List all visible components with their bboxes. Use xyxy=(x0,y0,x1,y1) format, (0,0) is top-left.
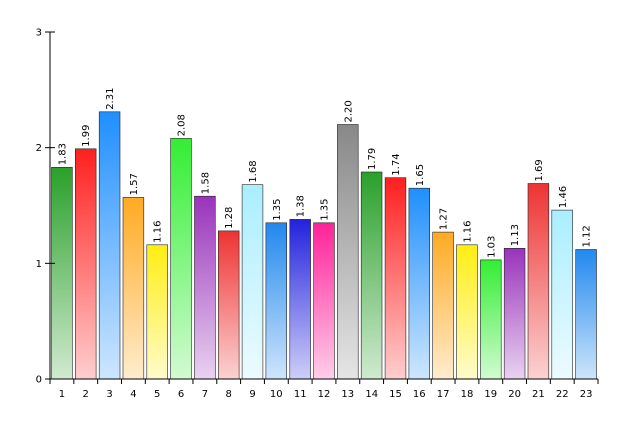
x-tick-label-14: 14 xyxy=(365,389,378,400)
bar-4 xyxy=(122,197,145,380)
data-label-11: 1.38 xyxy=(296,195,307,217)
bar-10 xyxy=(265,222,287,380)
bar-2 xyxy=(75,148,97,380)
bar-6 xyxy=(170,138,192,380)
data-label-2: 1.99 xyxy=(81,125,92,147)
data-labels-layer: 1.83 1.99 2.31 1.57 1.16 2.08 1.58 1.28 1.68 1.35… xyxy=(57,88,592,258)
x-tick-label-10: 10 xyxy=(270,389,283,400)
data-label-23: 1.12 xyxy=(582,225,593,247)
x-tick-label-16: 16 xyxy=(413,389,426,400)
bar-19 xyxy=(480,259,502,380)
bar-17 xyxy=(432,231,454,380)
x-tick-label-22: 22 xyxy=(556,389,569,400)
y-tick-label-0: 0 xyxy=(36,375,42,386)
data-label-6: 2.08 xyxy=(177,114,188,136)
bar-5 xyxy=(146,244,168,380)
data-label-4: 1.57 xyxy=(129,173,140,195)
data-label-3: 2.31 xyxy=(105,88,116,110)
x-tick-label-5: 5 xyxy=(154,389,160,400)
bar-16 xyxy=(408,187,430,380)
data-label-13: 2.20 xyxy=(343,100,354,122)
x-tick-label-13: 13 xyxy=(341,389,354,400)
data-label-1: 1.83 xyxy=(57,143,68,165)
data-label-15: 1.74 xyxy=(391,153,402,175)
x-tick-label-8: 8 xyxy=(226,389,232,400)
bar-23 xyxy=(575,249,597,380)
x-tick-label-3: 3 xyxy=(106,389,112,400)
bars-layer xyxy=(51,111,597,380)
x-tick-label-20: 20 xyxy=(508,389,521,400)
x-tick-label-23: 23 xyxy=(580,389,593,400)
x-tick-label-7: 7 xyxy=(202,389,208,400)
bar-14 xyxy=(360,171,383,380)
data-label-21: 1.69 xyxy=(534,159,545,181)
bar-3 xyxy=(98,111,121,380)
bar-20 xyxy=(503,248,526,380)
x-tick-label-21: 21 xyxy=(532,389,545,400)
x-tick-label-6: 6 xyxy=(178,389,184,400)
x-tick-label-19: 19 xyxy=(484,389,497,400)
data-label-18: 1.16 xyxy=(463,221,474,243)
y-tick-label-3: 3 xyxy=(36,28,42,39)
y-tick-label-1: 1 xyxy=(36,259,42,270)
bar-9 xyxy=(241,184,264,380)
data-label-7: 1.58 xyxy=(200,172,211,194)
data-label-12: 1.35 xyxy=(320,199,331,221)
x-tick-label-11: 11 xyxy=(294,389,307,400)
y-tick-label-2: 2 xyxy=(36,143,42,154)
data-label-8: 1.28 xyxy=(224,207,235,229)
x-tick-label-1: 1 xyxy=(59,389,65,400)
bar-11 xyxy=(289,219,311,380)
bar-18 xyxy=(456,244,478,380)
bar-13 xyxy=(337,124,359,380)
data-label-14: 1.79 xyxy=(367,148,378,170)
data-label-5: 1.16 xyxy=(153,221,164,243)
data-label-22: 1.46 xyxy=(558,186,569,208)
x-tick-label-9: 9 xyxy=(249,389,255,400)
data-label-10: 1.35 xyxy=(272,199,283,221)
bar-21 xyxy=(527,183,550,380)
data-label-17: 1.27 xyxy=(439,208,450,230)
data-label-20: 1.13 xyxy=(510,224,521,246)
bar-12 xyxy=(313,222,335,380)
x-tick-label-17: 17 xyxy=(437,389,450,400)
x-tick-label-18: 18 xyxy=(461,389,474,400)
bar-7 xyxy=(194,195,216,380)
x-tick-label-2: 2 xyxy=(83,389,89,400)
data-label-19: 1.03 xyxy=(486,236,497,258)
data-label-9: 1.68 xyxy=(248,160,259,182)
x-tick-label-12: 12 xyxy=(318,389,331,400)
bar-22 xyxy=(551,209,573,380)
bar-1 xyxy=(51,167,73,380)
bar-15 xyxy=(384,177,407,380)
bar-8 xyxy=(218,230,240,380)
x-tick-label-15: 15 xyxy=(389,389,402,400)
data-label-16: 1.65 xyxy=(415,164,426,186)
x-tick-label-4: 4 xyxy=(130,389,136,400)
